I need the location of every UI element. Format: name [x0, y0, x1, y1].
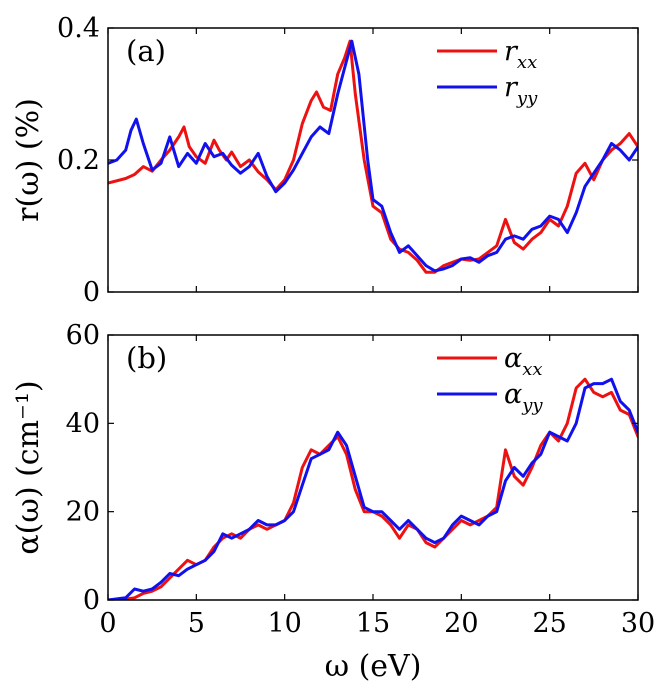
- legend-label: αxx: [504, 343, 543, 380]
- series-line-yy: [108, 377, 638, 600]
- y-tick-label: 0: [83, 277, 100, 308]
- panel-a-ylabel: r(ω) (%): [11, 98, 46, 222]
- series-line-ryy: [108, 39, 638, 273]
- panel-a-ticks: 0 0.2 0.4: [57, 13, 639, 308]
- panel-b-label: (b): [126, 341, 167, 375]
- panel-b-ylabel: α(ω) (cm⁻¹): [11, 380, 46, 554]
- y-tick-label: 60: [66, 320, 100, 351]
- panel-b-ticks: 0 5 10 15 20 25 30 0 20 40 60: [66, 320, 656, 639]
- y-tick-label: 0.4: [57, 13, 100, 44]
- x-tick-label: 20: [444, 608, 478, 639]
- panel-a-series-group: [108, 39, 638, 274]
- series-line-xx: [108, 377, 638, 600]
- x-tick-label: 5: [188, 608, 205, 639]
- y-tick-label: 20: [66, 497, 100, 528]
- y-tick-label: 0: [83, 585, 100, 616]
- legend-label: rxx: [504, 36, 537, 73]
- y-tick-label: 40: [66, 408, 100, 439]
- y-tick-label: 0.2: [57, 145, 100, 176]
- panel-b-xlabel: ω (eV): [325, 649, 422, 684]
- panel-b: 0 5 10 15 20 25 30 0 20 40 60 (b) α(ω) (cm⁻¹) ω (e…: [11, 320, 655, 684]
- x-tick-label: 10: [267, 608, 301, 639]
- panel-a-label: (a): [126, 34, 166, 68]
- panel-a-axes-frame: [107, 27, 639, 293]
- legend-label: αyy: [504, 379, 543, 416]
- x-tick-label: 15: [356, 608, 390, 639]
- series-line-rxx: [108, 39, 638, 274]
- x-tick-label: 30: [621, 608, 655, 639]
- x-tick-label: 25: [532, 608, 566, 639]
- legend-label: ryy: [504, 72, 538, 109]
- x-tick-label: 0: [99, 608, 116, 639]
- panel-b-series-group: [108, 377, 638, 600]
